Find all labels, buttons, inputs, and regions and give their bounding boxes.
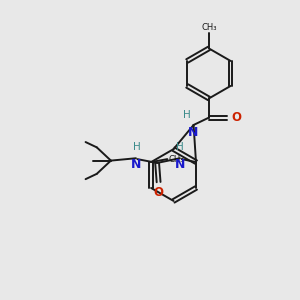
Text: H: H xyxy=(183,110,191,120)
Text: N: N xyxy=(188,126,198,139)
Text: N: N xyxy=(131,158,142,171)
Text: O: O xyxy=(154,186,164,199)
Text: H: H xyxy=(176,142,184,152)
Text: O: O xyxy=(231,111,241,124)
Text: CH₃: CH₃ xyxy=(201,23,217,32)
Text: CH₃: CH₃ xyxy=(169,154,184,164)
Text: N: N xyxy=(175,158,185,171)
Text: H: H xyxy=(133,142,140,152)
